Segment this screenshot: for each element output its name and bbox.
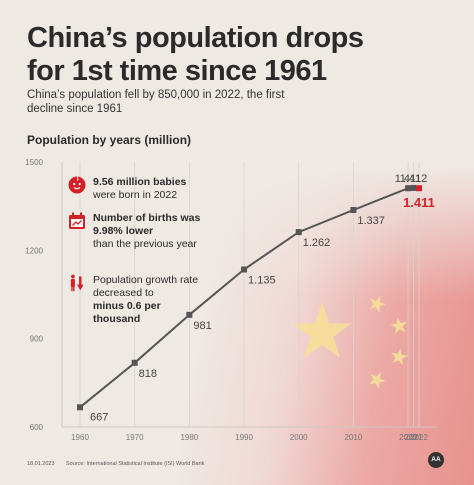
flag-small-star-4 (369, 371, 386, 389)
baby-icon (68, 176, 86, 194)
background-fade (0, 0, 474, 300)
data-label-1960: 667 (90, 411, 108, 423)
y-axis-title: Population by years (million) (27, 133, 192, 147)
data-label-2000: 1.262 (303, 237, 331, 249)
y-tick-label-900: 900 (30, 335, 44, 344)
x-tick-label-2010: 2010 (344, 433, 362, 442)
data-point-2020 (405, 185, 412, 192)
fact-growth-rate-text: Population growth rate decreased to minu… (93, 274, 208, 326)
data-point-2010 (350, 206, 357, 213)
x-tick-label-2000: 2000 (290, 433, 308, 442)
footer-source: Source: International Statistical Instit… (66, 461, 205, 467)
fact-growth-rate-bold: minus 0.6 per thousand (93, 300, 161, 325)
series-line (79, 186, 414, 409)
data-label-1990: 1.135 (248, 274, 276, 286)
fact-births-decline-text: Number of births was 9.98% lower than th… (93, 212, 203, 251)
y-tick-label-1200: 1200 (25, 246, 43, 255)
fact-births-decline-bold: Number of births was 9.98% lower (93, 212, 201, 237)
fact-growth-rate-normal: Population growth rate decreased to (93, 274, 199, 299)
subtitle-line-2: decline since 1961 (27, 103, 123, 115)
data-label-1970: 818 (139, 368, 157, 380)
fact-births-bold: 9.56 million babies (93, 176, 187, 188)
chart-subtitle: China’s population fell by 850,000 in 20… (27, 88, 327, 116)
x-tick-label-1970: 1970 (126, 433, 144, 442)
data-point-1960 (77, 404, 83, 411)
flag-big-star (292, 302, 352, 359)
data-point-1990 (241, 266, 248, 273)
subtitle-line-1: China’s population fell by 850,000 in 20… (27, 89, 285, 101)
data-point-1980 (186, 311, 193, 318)
data-label-2022: 1.411 (403, 195, 435, 210)
flag-small-star-3 (391, 348, 408, 366)
calendar-icon (69, 212, 85, 229)
x-tick-label-2022: 2022 (410, 433, 428, 442)
y-tick-label-1500: 1500 (25, 158, 43, 167)
x-tick-label-2021: 2021 (405, 433, 423, 442)
y-tick-label-600: 600 (30, 423, 44, 432)
data-label-2010: 1.337 (357, 215, 385, 227)
fact-births-text: 9.56 million babies were born in 2022 (93, 176, 208, 202)
fact-births-normal: were born in 2022 (93, 189, 178, 201)
aa-logo: AA (428, 452, 444, 468)
flag-small-star-1 (369, 295, 386, 313)
flag-small-star-2 (390, 317, 407, 335)
data-point-2021 (410, 184, 417, 191)
x-tick-label-2020: 2020 (399, 433, 417, 442)
data-point-2022 (416, 185, 422, 192)
fact-births-decline-normal: than the previous year (93, 238, 197, 250)
chart-title: China’s population drops for 1st time si… (27, 22, 447, 88)
data-point-1970 (131, 359, 138, 366)
title-line-1: China’s population drops (27, 22, 364, 54)
data-label-2020: 1.411 (395, 173, 422, 185)
data-point-2000 (295, 229, 302, 236)
x-tick-label-1990: 1990 (235, 433, 253, 442)
x-tick-label-1980: 1980 (180, 433, 198, 442)
footer-date: 18.01.2023 (27, 461, 55, 467)
data-label-2021: 1.412 (400, 173, 428, 185)
x-tick-label-1960: 1960 (71, 433, 89, 442)
title-line-2: for 1st time since 1961 (27, 55, 327, 87)
arrow-down-icon (70, 274, 84, 292)
data-label-1980: 981 (193, 320, 211, 332)
